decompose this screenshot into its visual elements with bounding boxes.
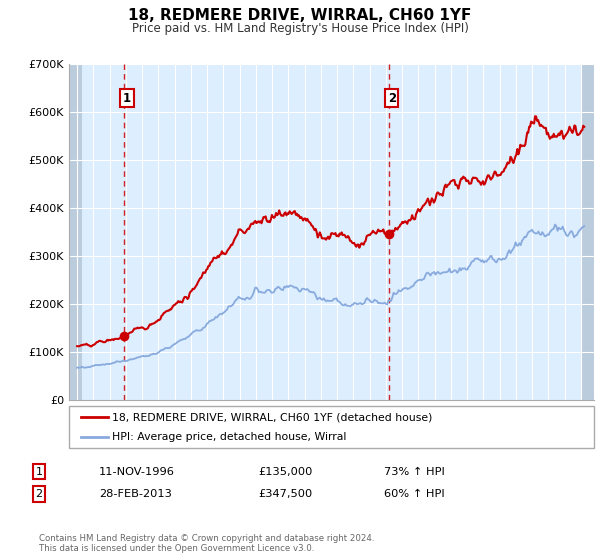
Text: 1: 1 — [35, 466, 43, 477]
Text: 60% ↑ HPI: 60% ↑ HPI — [384, 489, 445, 499]
Bar — [69, 64, 82, 400]
Text: 18, REDMERE DRIVE, WIRRAL, CH60 1YF: 18, REDMERE DRIVE, WIRRAL, CH60 1YF — [128, 8, 472, 24]
Text: 2: 2 — [35, 489, 43, 499]
Text: 1: 1 — [123, 91, 131, 105]
Text: Contains HM Land Registry data © Crown copyright and database right 2024.
This d: Contains HM Land Registry data © Crown c… — [39, 534, 374, 553]
Text: £347,500: £347,500 — [258, 489, 312, 499]
Text: 18, REDMERE DRIVE, WIRRAL, CH60 1YF (detached house): 18, REDMERE DRIVE, WIRRAL, CH60 1YF (det… — [112, 412, 433, 422]
Text: HPI: Average price, detached house, Wirral: HPI: Average price, detached house, Wirr… — [112, 432, 347, 442]
Text: 73% ↑ HPI: 73% ↑ HPI — [384, 466, 445, 477]
Text: £135,000: £135,000 — [258, 466, 313, 477]
Text: 28-FEB-2013: 28-FEB-2013 — [99, 489, 172, 499]
Text: 11-NOV-1996: 11-NOV-1996 — [99, 466, 175, 477]
Text: Price paid vs. HM Land Registry's House Price Index (HPI): Price paid vs. HM Land Registry's House … — [131, 22, 469, 35]
Bar — [582, 64, 594, 400]
Text: 2: 2 — [388, 91, 396, 105]
